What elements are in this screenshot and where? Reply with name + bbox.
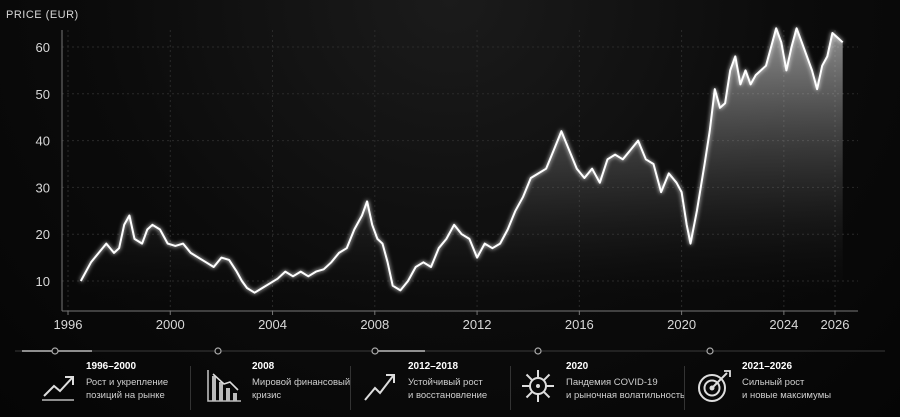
divider (684, 366, 685, 410)
x-tick-label: 2012 (463, 317, 492, 332)
period-desc-2: и новые максимумы (742, 390, 832, 401)
timeline-legend: 1996–2000 Рост и укрепление позиций на р… (0, 338, 900, 417)
timeline-marker (534, 347, 542, 355)
growth-chart-icon (42, 376, 74, 401)
price-line (79, 27, 844, 294)
period-desc-2: и рыночная волатильность (566, 390, 686, 401)
period-desc-2: кризис (252, 390, 282, 401)
x-tick-label: 2020 (667, 317, 696, 332)
y-tick-label: 10 (36, 274, 50, 289)
y-tick-label: 50 (36, 87, 50, 102)
y-axis-title: PRICE (EUR) (6, 9, 79, 21)
period-title: 2020 (566, 361, 589, 372)
divider (350, 366, 351, 410)
period-1996-2000: 1996–2000 Рост и укрепление позиций на р… (38, 360, 168, 412)
virus-icon (522, 370, 554, 402)
period-desc-2: и восстановление (408, 390, 488, 401)
period-title: 2021–2026 (742, 361, 793, 372)
period-title: 1996–2000 (86, 361, 137, 372)
period-desc-2: позиций на рынке (86, 390, 165, 401)
x-tick-label: 2000 (156, 317, 185, 332)
x-tick-label: 2026 (821, 317, 850, 332)
period-2021-2026: 2021–2026 Сильный рост и новые максимумы (694, 360, 831, 412)
timeline-marker (371, 347, 379, 355)
period-title: 2008 (252, 361, 275, 372)
price-area (80, 28, 843, 312)
period-desc-1: Сильный рост (742, 377, 805, 388)
period-desc-1: Мировой финансовый (252, 377, 351, 388)
period-2020: 2020 Пандемия COVID-19 и рыночная волати… (518, 360, 685, 412)
period-2008: 2008 Мировой финансовый кризис (204, 360, 350, 412)
target-icon (698, 370, 731, 402)
timeline-marker (706, 347, 714, 355)
period-desc-1: Рост и укрепление (86, 377, 169, 388)
period-title: 2012–2018 (408, 361, 459, 372)
period-desc-1: Устойчивый рост (408, 377, 483, 388)
x-tick-label: 2016 (565, 317, 594, 332)
y-tick-label: 20 (36, 227, 50, 242)
y-tick-label: 40 (36, 134, 50, 149)
divider (510, 366, 511, 410)
rising-arrow-icon (364, 374, 395, 401)
divider (190, 366, 191, 410)
declining-bars-icon (207, 370, 241, 402)
x-tick-label: 2008 (360, 317, 389, 332)
period-desc-1: Пандемия COVID-19 (566, 377, 658, 388)
x-tick-label: 1996 (54, 317, 83, 332)
x-tick-label: 2004 (258, 317, 287, 332)
period-2012-2018: 2012–2018 Устойчивый рост и восстановлен… (360, 360, 487, 412)
y-tick-label: 30 (36, 180, 50, 195)
y-tick-label: 60 (36, 40, 50, 55)
timeline-marker (51, 347, 59, 355)
timeline-marker (214, 347, 222, 355)
timeline-track (15, 347, 885, 355)
x-tick-label: 2024 (769, 317, 798, 332)
